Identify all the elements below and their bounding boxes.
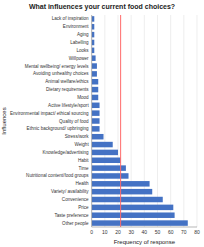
y-axis-line [91, 15, 92, 227]
grid-line [144, 15, 145, 227]
bar [92, 55, 96, 60]
y-tick-label: Habit [78, 158, 89, 163]
y-tick-label: Looks [76, 48, 89, 53]
x-tick-label: 0 [90, 229, 93, 235]
reference-line [120, 15, 121, 227]
title: What influences your current food choice… [29, 3, 175, 11]
grid-line [117, 15, 118, 227]
grid-line [170, 15, 171, 227]
x-ticks: 0 10 20 30 40 50 60 70 80 [90, 229, 200, 235]
y-tick-label: Willpower [69, 56, 89, 61]
bar [92, 87, 99, 92]
bar [92, 205, 174, 210]
y-tick-label: Nutritional content/food groups [26, 173, 89, 178]
x-tick-label: 80 [194, 229, 200, 235]
bar [92, 173, 129, 178]
bar [92, 212, 175, 217]
y-tick-label: Aging [77, 32, 89, 37]
y-tick-label: Taste preference [54, 213, 89, 218]
y-tick-label: Convenience [62, 197, 89, 202]
grid-line [104, 15, 105, 227]
bar [92, 158, 121, 163]
y-tick-label: Dietary requirements [46, 87, 89, 92]
y-tick-label: Knowledge/advertising [42, 150, 89, 155]
bar [92, 110, 100, 115]
x-tick-label: 20 [115, 229, 121, 235]
bar [92, 71, 97, 76]
x-tick-label: 30 [128, 229, 134, 235]
y-tick-label: Mental wellbeing/ energy levels [25, 64, 90, 69]
x-tick-label: 50 [155, 229, 161, 235]
x-tick-label: 70 [181, 229, 187, 235]
y-tick-label: Lack of inspiration [52, 16, 89, 21]
bar [92, 24, 95, 29]
x-axis-line [92, 227, 197, 228]
y-tick-label: Price [78, 205, 89, 210]
bar [92, 40, 95, 45]
grid-line [131, 15, 132, 227]
bar [92, 32, 95, 37]
y-tick-label: Time [79, 166, 89, 171]
y-tick-label: Stress/work [65, 134, 90, 139]
bar [92, 48, 95, 53]
bar [92, 150, 118, 155]
bar [92, 103, 100, 108]
bar [92, 142, 113, 147]
bar [92, 126, 100, 131]
bar [92, 63, 97, 68]
grid-line [197, 15, 198, 227]
y-tick-label: Environment [63, 24, 90, 29]
y-tick-label: Labelling [70, 40, 89, 45]
y-tick-label: Weight [74, 142, 89, 147]
y-axis-label: Influences [1, 107, 7, 134]
bar [92, 197, 163, 202]
y-tick-label: Mood [77, 95, 89, 100]
grid-line [157, 15, 158, 227]
page: {"chart_data": {"type": "bar", "orientat… [0, 0, 204, 247]
y-tick-label: Health [75, 181, 89, 186]
grid [92, 15, 197, 227]
y-tick-label: Variety/ availability [51, 189, 89, 194]
x-tick-label: 60 [168, 229, 174, 235]
y-tick-label: Other people [62, 221, 89, 226]
x-tick-label: 40 [142, 229, 148, 235]
y-tick-label: Ethnic background/ upbringing [27, 126, 90, 131]
bar [92, 189, 153, 194]
bar [92, 118, 100, 123]
y-tick-label: Environmental impact/ ethical sourcing [10, 111, 89, 116]
bar [92, 16, 95, 21]
bar [92, 79, 99, 84]
bar [92, 134, 104, 139]
y-tick-label: Quality of food [59, 119, 89, 124]
grid-line [183, 15, 184, 227]
x-tick-label: 10 [102, 229, 108, 235]
x-axis-label: Frequency of response [114, 239, 176, 245]
y-tick-label: Animal welfare/ethics [45, 79, 89, 84]
bar [92, 220, 188, 225]
bar [92, 95, 99, 100]
chart: What influences your current food choice… [0, 0, 204, 247]
y-tick-label: Active lifestyle/sport [48, 103, 89, 108]
y-tick-labels: Lack of inspiration Environment Aging Label… [10, 16, 89, 225]
y-tick-label: Avoiding unhealthy choices [33, 71, 89, 76]
bars [92, 15, 188, 227]
